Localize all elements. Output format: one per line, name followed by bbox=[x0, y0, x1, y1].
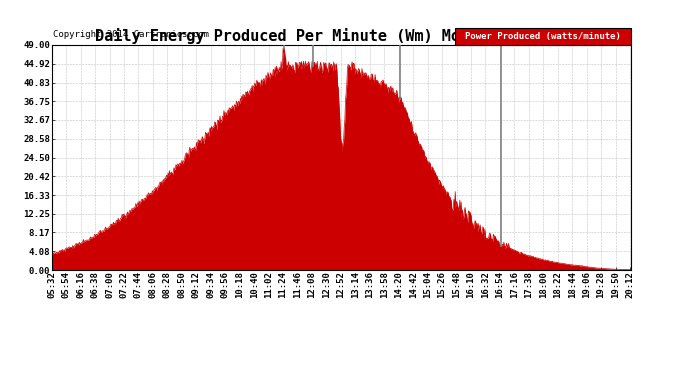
FancyBboxPatch shape bbox=[455, 28, 631, 45]
Title: Daily Energy Produced Per Minute (Wm) Mon Jul 21 20:24: Daily Energy Produced Per Minute (Wm) Mo… bbox=[95, 28, 588, 44]
Text: Copyright 2014 Cartronics.com: Copyright 2014 Cartronics.com bbox=[53, 30, 209, 39]
Text: Power Produced (watts/minute): Power Produced (watts/minute) bbox=[465, 32, 621, 41]
